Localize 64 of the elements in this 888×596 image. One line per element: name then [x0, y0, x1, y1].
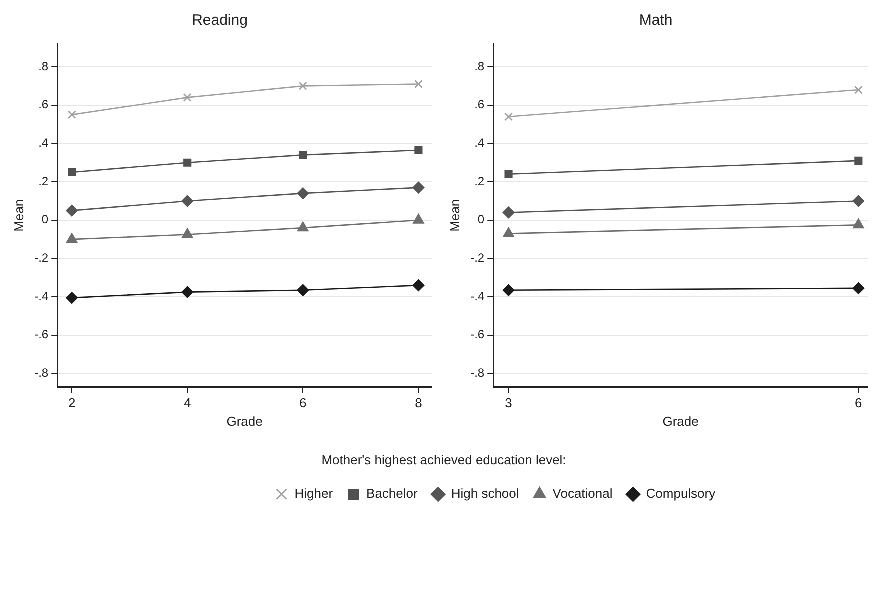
y-tick-label: .4	[38, 136, 49, 150]
x-tick-label: 8	[415, 396, 422, 411]
point	[414, 80, 423, 88]
y-tick-label: 0	[478, 212, 485, 227]
x-tick-label: 6	[855, 396, 862, 411]
point	[504, 112, 513, 122]
chart-title: Math	[639, 12, 673, 30]
legend-label: Vocational	[552, 486, 613, 502]
point	[412, 182, 425, 194]
point	[184, 158, 192, 167]
y-axis-title: Mean	[447, 199, 462, 232]
point	[414, 146, 423, 154]
legend-label: Higher	[294, 486, 334, 502]
point	[299, 151, 308, 160]
point	[502, 206, 515, 219]
point	[68, 168, 76, 176]
point	[502, 284, 515, 296]
y-tick-label: -.6	[470, 328, 485, 342]
legend-label: Bachelor	[366, 486, 419, 502]
y-axis-title: Mean	[11, 199, 26, 232]
point	[413, 214, 424, 224]
point	[66, 292, 78, 304]
y-tick-label: .8	[474, 59, 485, 74]
x-tick-label: 2	[68, 396, 76, 411]
point	[297, 188, 310, 200]
y-tick-label: .6	[38, 98, 49, 112]
y-tick-label: .6	[474, 98, 485, 112]
x-axis-title: Grade	[226, 414, 263, 430]
point	[66, 204, 78, 217]
y-tick-label: -.4	[34, 289, 49, 304]
chart-title: Reading	[192, 12, 248, 30]
y-tick-label: -.6	[34, 328, 49, 342]
point	[182, 228, 194, 238]
y-tick-label: -.8	[34, 366, 49, 380]
x-tick-label: 6	[300, 396, 307, 411]
y-tick-label: .8	[38, 59, 49, 74]
y-tick-label: .4	[474, 136, 485, 150]
y-tick-label: -.4	[470, 289, 485, 304]
point	[854, 156, 863, 165]
point	[66, 233, 78, 244]
y-tick-label: .2	[474, 174, 485, 188]
point	[182, 195, 194, 208]
point	[182, 286, 194, 298]
legend-label: Compulsory	[646, 486, 716, 502]
y-tick-label: -.2	[470, 251, 485, 266]
point	[852, 195, 865, 208]
point	[854, 86, 863, 94]
y-tick-label: .2	[38, 174, 49, 188]
point	[504, 170, 513, 178]
point	[298, 82, 308, 90]
x-tick-label: 4	[184, 396, 192, 411]
point	[852, 282, 865, 294]
y-tick-label: -.2	[34, 251, 49, 266]
point	[412, 280, 425, 292]
point	[68, 110, 76, 120]
point	[297, 284, 310, 296]
y-tick-label: 0	[42, 212, 49, 227]
legend-label: High school	[451, 486, 520, 502]
x-tick-label: 3	[505, 396, 512, 411]
point	[297, 222, 309, 232]
x-axis-title: Grade	[662, 414, 699, 430]
legend-title: Mother's highest achieved education level:	[322, 452, 566, 468]
point	[183, 93, 192, 102]
y-tick-label: -.8	[470, 366, 485, 380]
